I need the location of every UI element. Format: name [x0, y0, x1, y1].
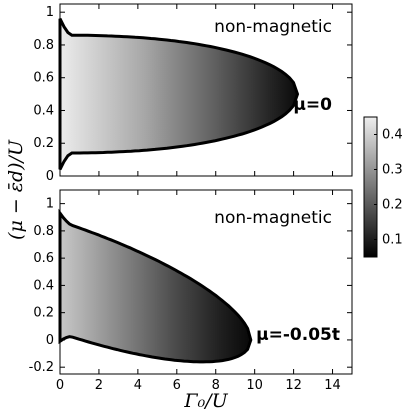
bottom-condition-label: μ=-0.05t	[256, 325, 340, 345]
bottom-y-ticks: -0.2 0 0.2 0.4 0.6 0.8 1	[29, 197, 352, 375]
bottom-y-tick-label: 1	[46, 197, 54, 212]
top-panel: 0 0.2 0.4 0.6 0.8 1 non-magnetic μ=0	[33, 3, 353, 184]
x-tick-label: 6	[173, 378, 181, 393]
top-y-tick-label: 1	[46, 5, 54, 20]
colorbar-gradient	[363, 116, 378, 258]
x-tick-label: 0	[56, 378, 64, 393]
colorbar-tick-label: 0.4	[382, 128, 403, 143]
bottom-panel: -0.200.20.40.60.81 0 2 4 6 8 10 12 14 non-magne…	[29, 4, 353, 393]
bottom-y-tick-label: -0.2	[29, 360, 54, 375]
bottom-nonmagnetic-region	[58, 208, 253, 364]
bottom-y-tick-label: 0.6	[33, 251, 54, 266]
x-tick-label: 14	[324, 378, 341, 393]
top-region-label: non-magnetic	[214, 17, 332, 37]
x-ticks: 0 2 4 6 8 10 12 14	[56, 4, 341, 393]
colorbar-tick-label: 0.3	[382, 163, 403, 178]
colorbar: 0.1 0.2 0.3 0.4	[363, 116, 403, 258]
x-tick-label: 8	[212, 378, 220, 393]
top-y-tick-label: 0	[46, 169, 54, 184]
x-tick-label: 12	[285, 378, 302, 393]
bottom-y-tick-label: 0.8	[33, 224, 54, 239]
colorbar-tick-label: 0.2	[382, 198, 403, 213]
x-axis-label: Γ₀/U	[183, 390, 228, 412]
top-y-tick-label: 0.2	[33, 136, 54, 151]
top-y-tick-label: 0.6	[33, 71, 54, 86]
x-tick-label: 2	[95, 378, 103, 393]
top-y-ticks: 0 0.2 0.4 0.6 0.8 1	[33, 5, 352, 184]
x-tick-label: 10	[246, 378, 263, 393]
top-nonmagnetic-region	[58, 18, 300, 171]
top-y-tick-label: 0.4	[33, 103, 54, 118]
y-axis-label: (μ − ε̄d)/U	[5, 139, 27, 240]
bottom-y-tick-label: 0.4	[33, 278, 54, 293]
colorbar-ticks: 0.1 0.2 0.3 0.4	[374, 128, 403, 248]
bottom-y-tick-label: 0	[46, 333, 54, 348]
x-tick-label: 4	[134, 378, 142, 393]
colorbar-tick-label: 0.1	[382, 233, 403, 248]
bottom-y-tick-label: 0.2	[33, 306, 54, 321]
bottom-region-label: non-magnetic	[214, 208, 332, 228]
top-condition-label: μ=0	[293, 95, 332, 115]
top-y-tick-label: 0.8	[33, 38, 54, 53]
